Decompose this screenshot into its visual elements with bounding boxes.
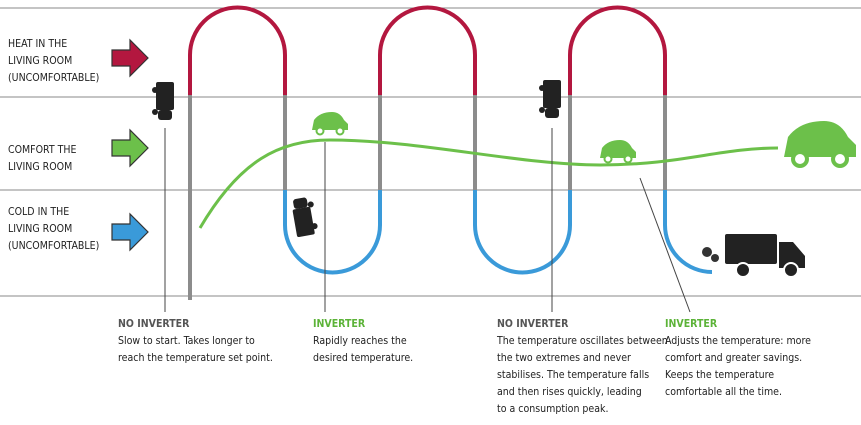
diagram: HEAT IN THE LIVING ROOM (UNCOMFORTABLE) … — [0, 0, 861, 425]
arrows — [112, 40, 148, 250]
note-line: Keeps the temperature — [665, 369, 774, 381]
note-title: INVERTER — [313, 318, 366, 330]
zone-label: LIVING ROOM — [8, 161, 72, 173]
zone-label: LIVING ROOM — [8, 55, 72, 67]
note-line: to a consumption peak. — [497, 403, 609, 415]
note-line: comfortable all the time. — [665, 386, 782, 398]
note-line: reach the temperature set point. — [118, 352, 273, 364]
zone-label: COMFORT THE — [8, 144, 76, 156]
zone-label: (UNCOMFORTABLE) — [8, 240, 99, 252]
note-title: NO INVERTER — [118, 318, 190, 330]
zone-label: LIVING ROOM — [8, 223, 72, 235]
note-line: Rapidly reaches the — [313, 335, 407, 347]
note-line: the two extremes and never — [497, 352, 631, 364]
note-title: INVERTER — [665, 318, 718, 330]
zone-label: (UNCOMFORTABLE) — [8, 72, 99, 84]
vehicles — [152, 80, 856, 277]
zone-label: HEAT IN THE — [8, 38, 67, 50]
note-line: and then rises quickly, leading — [497, 386, 642, 398]
notes: NO INVERTER Slow to start. Takes longer … — [118, 318, 811, 415]
note-line: Adjusts the temperature: more — [665, 335, 811, 347]
note-line: comfort and greater savings. — [665, 352, 802, 364]
note-line: Slow to start. Takes longer to — [118, 335, 255, 347]
note-line: desired temperature. — [313, 352, 413, 364]
zone-label: COLD IN THE — [8, 206, 69, 218]
note-title: NO INVERTER — [497, 318, 569, 330]
zone-labels: HEAT IN THE LIVING ROOM (UNCOMFORTABLE) … — [8, 38, 99, 252]
note-line: stabilises. The temperature falls — [497, 369, 649, 381]
note-line: The temperature oscillates between — [496, 335, 668, 347]
